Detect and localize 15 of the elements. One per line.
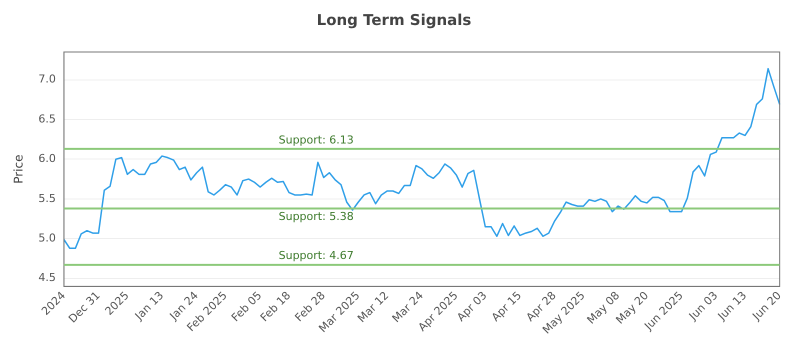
- y-tick-label: 4.5: [38, 271, 56, 284]
- y-tick-label: 5.0: [38, 232, 56, 245]
- ref-line-label: Support: 5.38: [278, 210, 354, 223]
- x-tick-label: Dec 31: [66, 288, 103, 326]
- x-tick-label: Jun 20: [749, 288, 784, 324]
- y-axis-title: Price: [11, 154, 26, 184]
- y-tick-label: 6.0: [38, 152, 56, 166]
- x-tick-label: Apr 15: [489, 288, 524, 324]
- y-tick-label: 5.5: [38, 192, 56, 205]
- chart-title: Long Term Signals: [316, 10, 472, 29]
- x-tick-label: Jan 13: [132, 288, 166, 324]
- y-tick-label: 6.5: [38, 112, 56, 126]
- ref-line-label: Support: 4.67: [278, 249, 354, 262]
- y-tick-label: 7.0: [38, 72, 56, 86]
- ref-line-label: Support: 6.13: [278, 133, 354, 146]
